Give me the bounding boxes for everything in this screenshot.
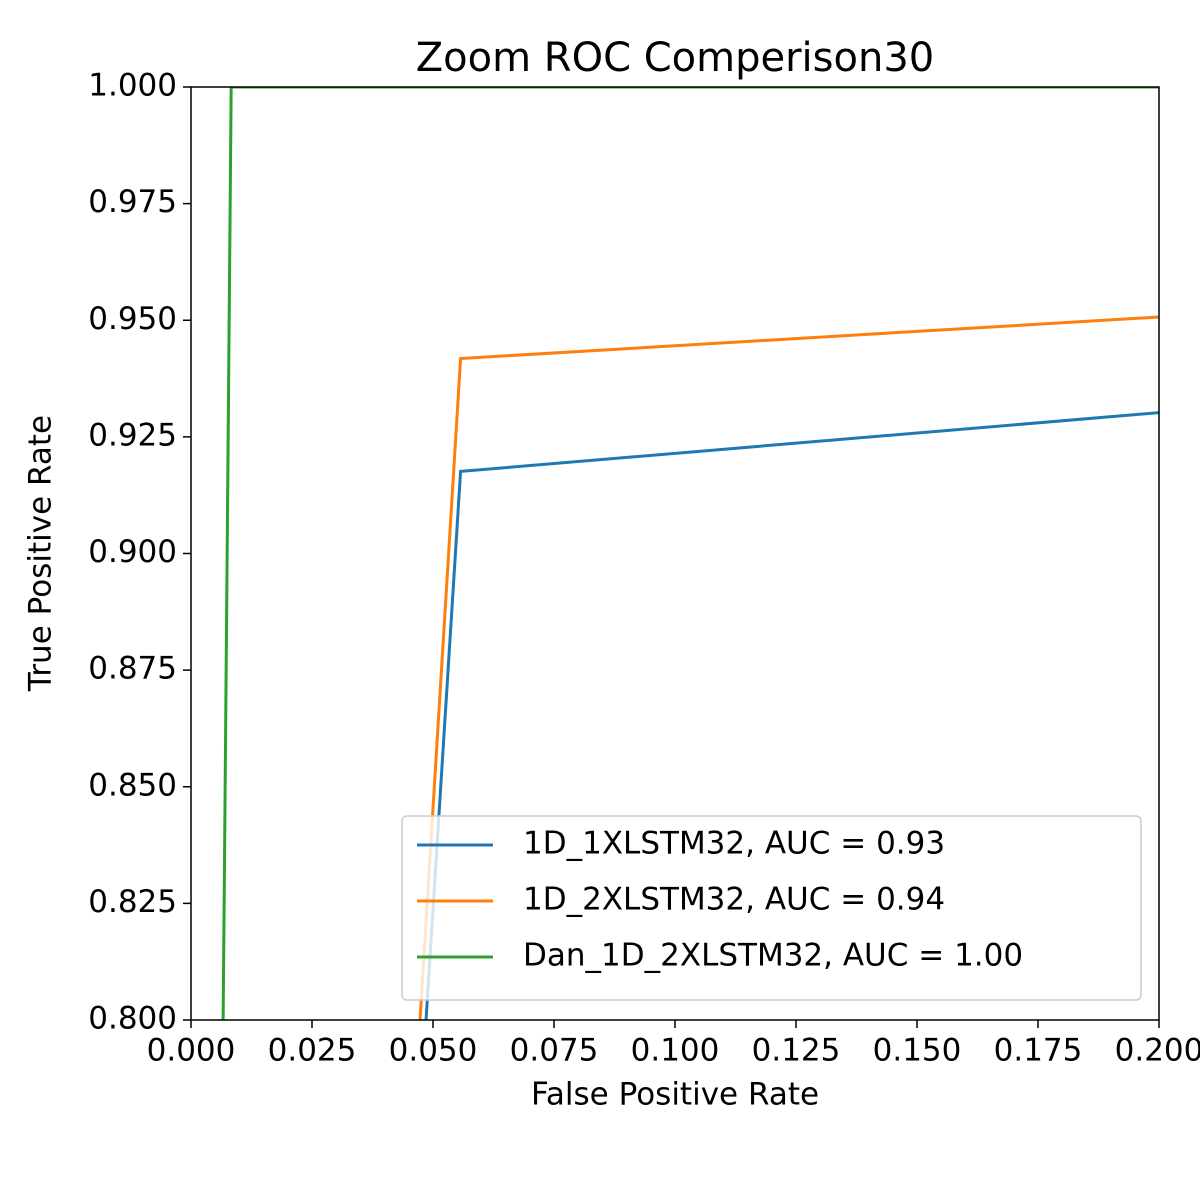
- y-tick-label: 0.925: [88, 417, 177, 453]
- plot-frame: [190, 86, 1160, 1021]
- x-tick-label: 0.150: [873, 1033, 962, 1069]
- x-tick-label: 0.075: [510, 1033, 599, 1069]
- y-tick-label: 0.800: [88, 1001, 177, 1037]
- x-tick-label: 0.000: [147, 1033, 236, 1069]
- x-tick-label: 0.125: [752, 1033, 841, 1069]
- y-tick-label: 0.850: [88, 767, 177, 803]
- x-axis-label: False Positive Rate: [531, 1077, 819, 1113]
- legend: 1D_1XLSTM32, AUC = 0.93 1D_2XLSTM32, AUC …: [401, 815, 1142, 1001]
- x-tick-label: 0.100: [631, 1033, 720, 1069]
- plot-area: [221, 87, 1159, 1020]
- legend-box: [401, 815, 1142, 1001]
- series-line: [418, 315, 1159, 1020]
- y-tick-label: 0.825: [88, 884, 177, 920]
- legend-label: Dan_1D_2XLSTM32, AUC = 1.00: [523, 938, 1023, 974]
- y-axis-label: True Positive Rate: [23, 415, 59, 692]
- y-tick-label: 0.875: [88, 651, 177, 687]
- series-line: [424, 411, 1159, 1020]
- y-tick-label: 0.975: [88, 184, 177, 220]
- x-tick-label: 0.175: [994, 1033, 1083, 1069]
- legend-label: 1D_1XLSTM32, AUC = 0.93: [523, 826, 945, 862]
- chart-title: Zoom ROC Comperison30: [416, 35, 934, 81]
- x-tick-label: 0.200: [1115, 1033, 1200, 1069]
- y-tick-label: 0.950: [88, 301, 177, 337]
- y-tick-label: 0.900: [88, 534, 177, 570]
- x-tick-label: 0.025: [268, 1033, 357, 1069]
- legend-label: 1D_2XLSTM32, AUC = 0.94: [523, 882, 945, 918]
- x-tick-label: 0.050: [389, 1033, 478, 1069]
- y-tick-label: 1.000: [88, 68, 177, 104]
